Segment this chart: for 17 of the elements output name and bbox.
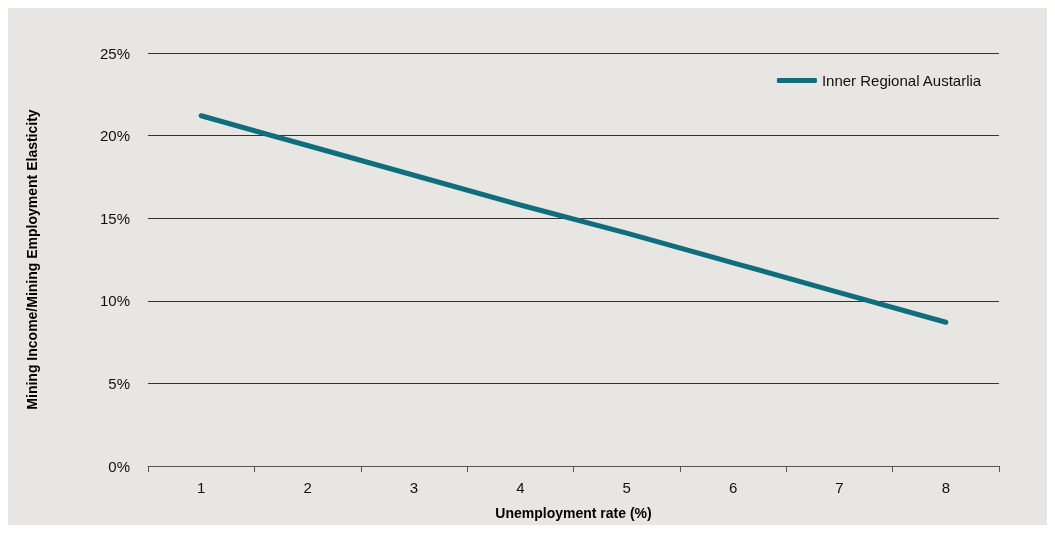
y-axis-title: Mining Income/Mining Employment Elasticity xyxy=(24,109,40,410)
legend-label: Inner Regional Austarlia xyxy=(821,72,982,89)
x-tick-label: 1 xyxy=(197,479,206,496)
x-tick-label: 3 xyxy=(409,479,419,496)
y-tick-label: 20% xyxy=(99,127,130,145)
y-tick-label: 15% xyxy=(99,209,130,227)
y-tick-label: 0% xyxy=(108,457,130,475)
x-axis-title: Unemployment rate (%) xyxy=(495,505,652,521)
x-tick-label: 7 xyxy=(835,479,844,496)
y-tick-label: 10% xyxy=(99,292,130,310)
x-tick-label: 6 xyxy=(728,479,738,496)
x-tick-label: 4 xyxy=(516,479,525,496)
x-tick-label: 8 xyxy=(941,479,950,496)
y-tick-label: 5% xyxy=(108,374,130,392)
y-tick-label: 25% xyxy=(99,44,130,62)
x-tick-label: 5 xyxy=(622,479,631,496)
x-tick-label: 2 xyxy=(303,479,312,496)
